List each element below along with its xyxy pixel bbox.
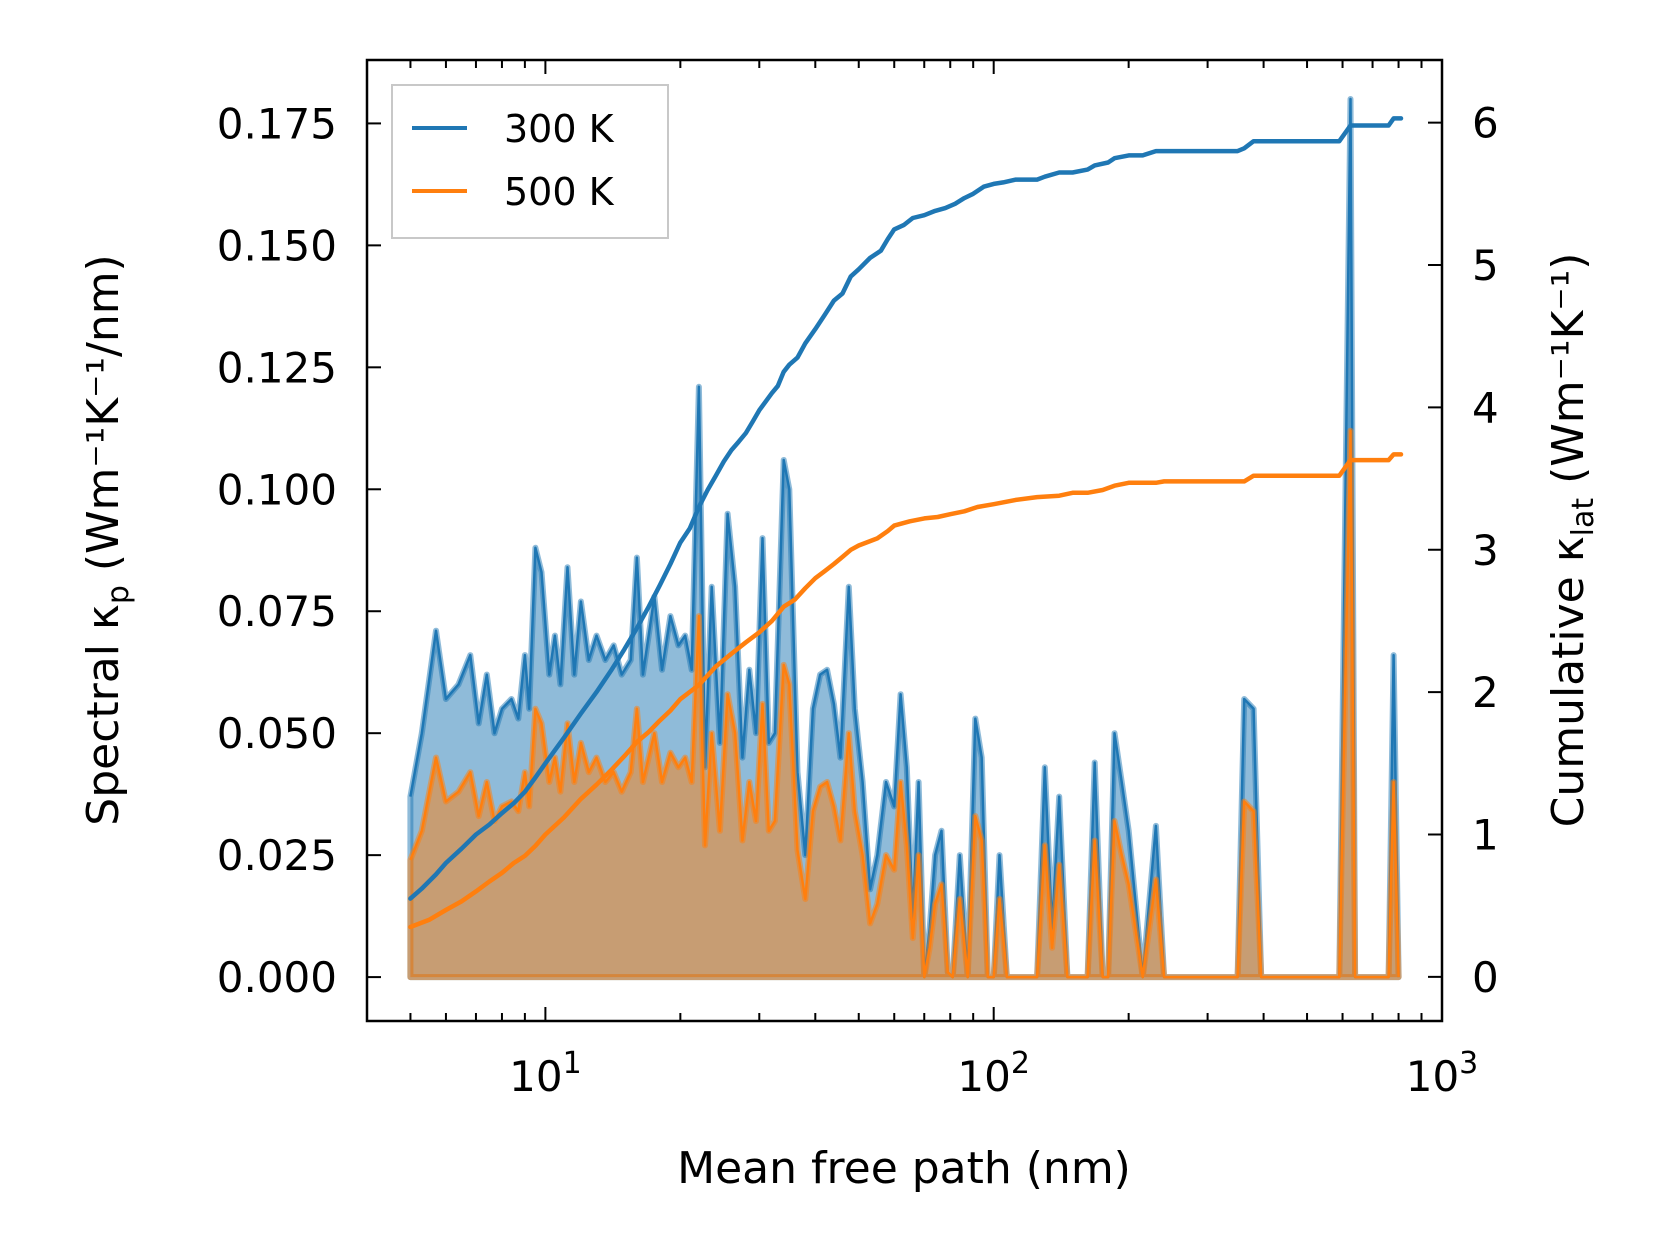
- x-tick-label: 102: [957, 1046, 1030, 1101]
- spectral-line-500k: [409, 429, 1400, 979]
- cumulative-series-group: [408, 116, 1404, 930]
- y-left-label-prefix: Spectral κ: [78, 604, 129, 826]
- cumulative-line-500k: [408, 452, 1404, 930]
- y-left-label-unit: (Wm⁻¹K⁻¹/nm): [78, 254, 129, 585]
- y-left-tick-label: 0.100: [217, 465, 337, 514]
- y-axis-right-label: Cumulative κlat (Wm⁻¹K⁻¹): [1543, 253, 1601, 828]
- y-left-tick-label: 0.075: [217, 587, 337, 636]
- y-right-tick-label: 5: [1472, 241, 1499, 290]
- y-right-label-prefix: Cumulative κ: [1543, 536, 1594, 827]
- y-right-tick-label: 1: [1472, 810, 1499, 859]
- x-tick-label: 101: [509, 1046, 582, 1101]
- plot-frame: [365, 58, 1444, 1023]
- legend-label-300k: 300 K: [504, 107, 615, 151]
- y-left-tick-label: 0.125: [217, 343, 337, 392]
- spectral-series-group: [407, 96, 1402, 981]
- y-right-tick-label: 0: [1472, 953, 1499, 1002]
- x-axis: 101 102 103: [366, 60, 1479, 1101]
- y-right-label-unit: (Wm⁻¹K⁻¹): [1543, 253, 1594, 498]
- y-axis-right: 0 1 2 3 4 5 6: [1428, 99, 1499, 1002]
- y-right-tick-label: 4: [1472, 383, 1499, 432]
- y-left-label-subscript: p: [101, 585, 136, 604]
- y-left-tick-label: 0.050: [217, 709, 337, 758]
- cumulative-line-300k: [408, 116, 1404, 901]
- y-right-label-subscript: lat: [1566, 498, 1601, 537]
- legend-box: [391, 84, 669, 239]
- y-right-tick-label: 2: [1472, 668, 1499, 717]
- y-left-tick-label: 0.150: [217, 221, 337, 270]
- y-axis-left: 0.000 0.025 0.050 0.075 0.100 0.125 0.150 0.175: [217, 99, 381, 1002]
- legend: 300 K 500 K: [391, 84, 669, 239]
- y-right-tick-label: 6: [1472, 99, 1499, 148]
- y-axis-left-label: Spectral κp (Wm⁻¹K⁻¹/nm): [78, 254, 136, 825]
- y-left-tick-label: 0.175: [217, 99, 337, 148]
- y-left-tick-label: 0.025: [217, 831, 337, 880]
- y-right-tick-label: 3: [1472, 526, 1499, 575]
- x-tick-label: 103: [1406, 1046, 1479, 1101]
- legend-label-500k: 500 K: [504, 170, 615, 214]
- x-axis-label: Mean free path (nm): [677, 1143, 1131, 1194]
- y-left-tick-label: 0.000: [217, 953, 337, 1002]
